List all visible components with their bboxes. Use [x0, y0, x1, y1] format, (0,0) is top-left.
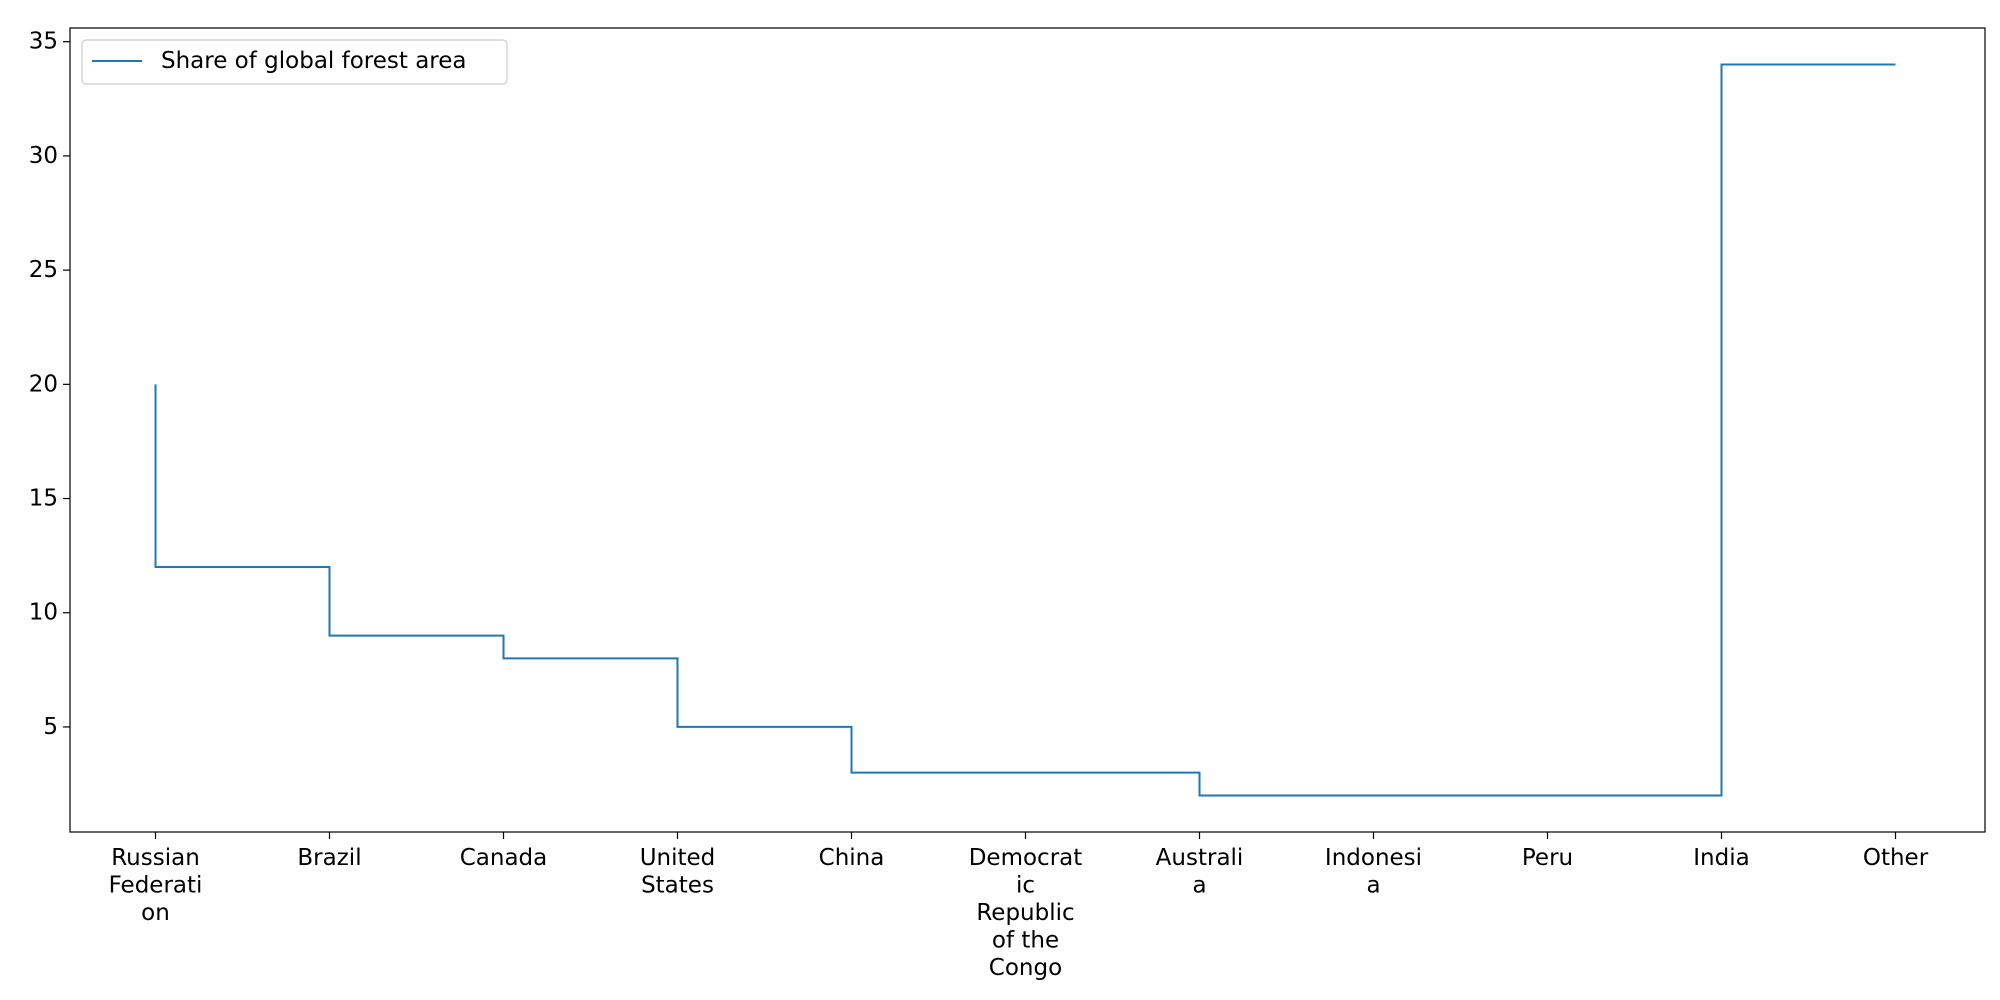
y-tick-label: 15	[29, 486, 58, 512]
x-tick-label-line: Democrat	[969, 845, 1083, 871]
y-tick-label: 5	[43, 714, 58, 740]
x-tick-label-line: Indonesi	[1325, 845, 1422, 871]
x-tick-label: United States	[640, 845, 716, 899]
y-tick-label: 35	[29, 29, 58, 55]
x-tick-label: Russian Federati on	[109, 845, 203, 926]
y-tick-label: 30	[29, 143, 58, 169]
series-line	[154, 63, 1896, 797]
x-tick-label-line: Republic	[976, 900, 1074, 926]
x-tick-label-line: Australi	[1156, 845, 1244, 871]
legend-box	[81, 39, 508, 85]
legend-label: Share of global forest area	[161, 48, 467, 74]
x-tick-label-line: United	[640, 845, 716, 871]
y-tick-label: 20	[29, 371, 58, 397]
series-layer	[154, 63, 1896, 797]
x-tick-label-line: India	[1693, 845, 1749, 871]
x-tick-label: Democrat ic Republic of the Congo	[969, 845, 1083, 981]
x-tick-label-line: of the	[992, 928, 1059, 954]
x-tick-label-line: Canada	[460, 845, 548, 871]
x-tick-label: China	[819, 845, 885, 871]
x-tick-label-line: Peru	[1522, 845, 1573, 871]
x-tick-label-line: Congo	[989, 955, 1062, 981]
x-tick-label: Other	[1863, 845, 1929, 871]
y-tick-label: 25	[29, 257, 58, 283]
x-tick-label: India	[1693, 845, 1749, 871]
plot-area-frame	[69, 27, 1986, 833]
y-axis-ticks: 5 10 15 20 25 30 35	[29, 29, 70, 740]
x-tick-label-line: on	[141, 900, 170, 926]
x-tick-label-line: China	[819, 845, 885, 871]
x-tick-label-line: Russian	[111, 845, 200, 871]
y-tick-label: 10	[29, 600, 58, 626]
x-tick-label-line: ic	[1016, 873, 1035, 899]
legend: Share of global forest area	[81, 39, 508, 85]
x-tick-label: Brazil	[297, 845, 361, 871]
x-tick-label: Peru	[1522, 845, 1573, 871]
x-tick-label-line: Brazil	[297, 845, 361, 871]
x-tick-label: Indonesi a	[1325, 845, 1422, 899]
x-tick-label: Australi a	[1156, 845, 1244, 899]
x-axis-ticks: Russian Federati on Brazil Canada United State…	[109, 832, 1929, 981]
x-tick-label-line: Federati	[109, 873, 203, 899]
x-tick-label: Canada	[460, 845, 548, 871]
x-tick-label-line: a	[1366, 873, 1380, 899]
x-tick-label-line: Other	[1863, 845, 1929, 871]
x-tick-label-line: a	[1192, 873, 1206, 899]
x-tick-label-line: States	[641, 873, 714, 899]
